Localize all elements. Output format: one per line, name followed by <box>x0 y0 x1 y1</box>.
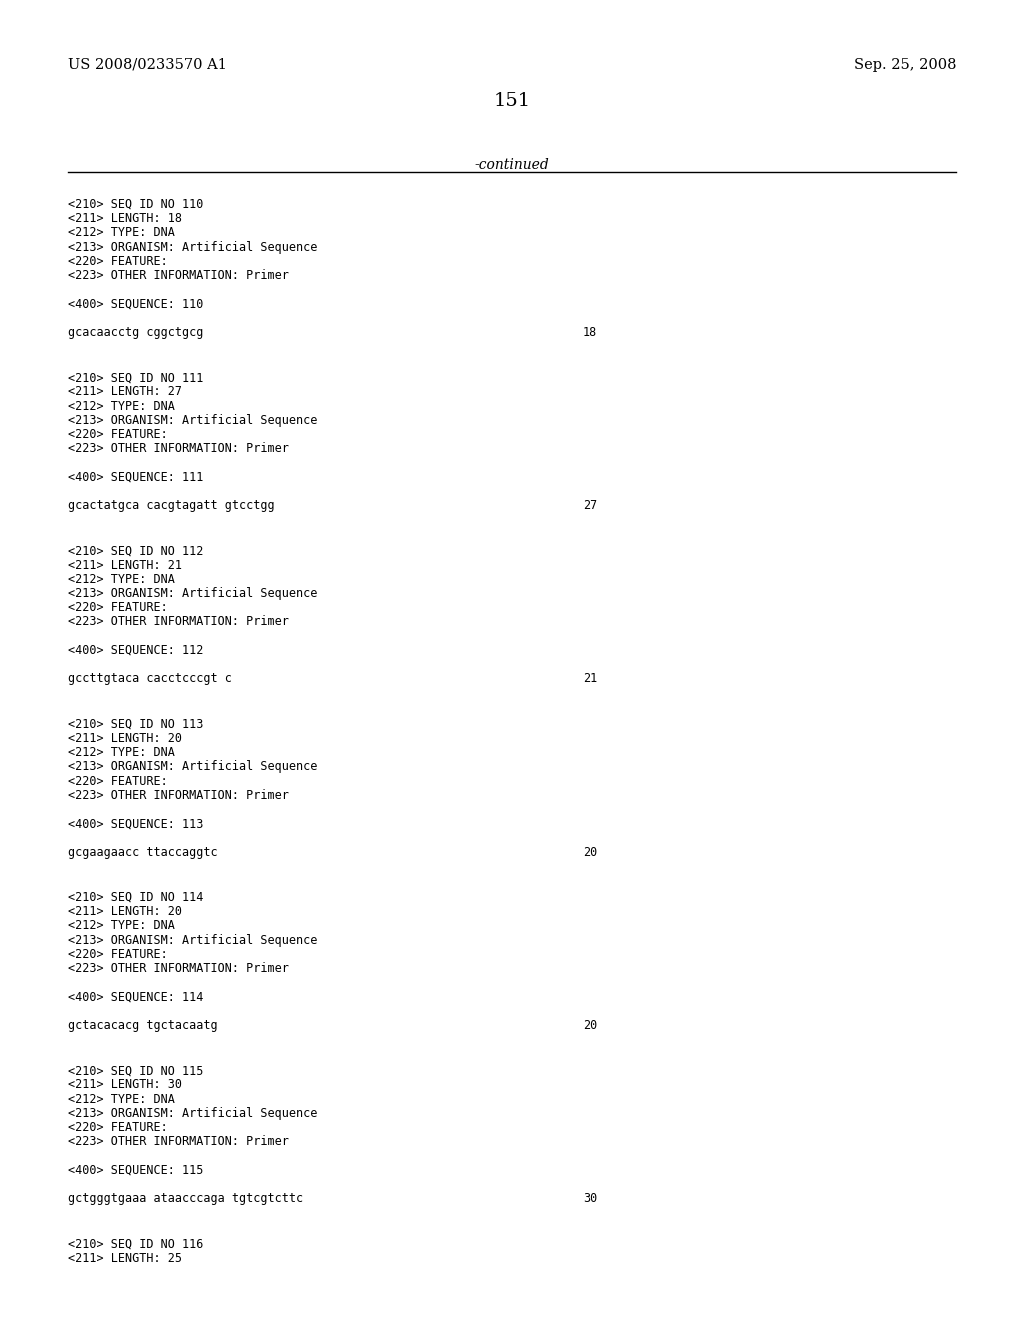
Text: <223> OTHER INFORMATION: Primer: <223> OTHER INFORMATION: Primer <box>68 1135 289 1148</box>
Text: <220> FEATURE:: <220> FEATURE: <box>68 1121 168 1134</box>
Text: <212> TYPE: DNA: <212> TYPE: DNA <box>68 227 175 239</box>
Text: <213> ORGANISM: Artificial Sequence: <213> ORGANISM: Artificial Sequence <box>68 760 317 774</box>
Text: <400> SEQUENCE: 110: <400> SEQUENCE: 110 <box>68 297 204 310</box>
Text: <400> SEQUENCE: 111: <400> SEQUENCE: 111 <box>68 471 204 483</box>
Text: <212> TYPE: DNA: <212> TYPE: DNA <box>68 746 175 759</box>
Text: 20: 20 <box>583 846 597 858</box>
Text: <211> LENGTH: 27: <211> LENGTH: 27 <box>68 385 182 399</box>
Text: <210> SEQ ID NO 110: <210> SEQ ID NO 110 <box>68 198 204 211</box>
Text: gcgaagaacc ttaccaggtc: gcgaagaacc ttaccaggtc <box>68 846 218 858</box>
Text: <223> OTHER INFORMATION: Primer: <223> OTHER INFORMATION: Primer <box>68 789 289 801</box>
Text: <220> FEATURE:: <220> FEATURE: <box>68 775 168 788</box>
Text: 21: 21 <box>583 672 597 685</box>
Text: <212> TYPE: DNA: <212> TYPE: DNA <box>68 400 175 413</box>
Text: gctgggtgaaa ataacccaga tgtcgtcttc: gctgggtgaaa ataacccaga tgtcgtcttc <box>68 1192 303 1205</box>
Text: <223> OTHER INFORMATION: Primer: <223> OTHER INFORMATION: Primer <box>68 442 289 455</box>
Text: <211> LENGTH: 21: <211> LENGTH: 21 <box>68 558 182 572</box>
Text: <211> LENGTH: 25: <211> LENGTH: 25 <box>68 1251 182 1265</box>
Text: <213> ORGANISM: Artificial Sequence: <213> ORGANISM: Artificial Sequence <box>68 933 317 946</box>
Text: <211> LENGTH: 18: <211> LENGTH: 18 <box>68 213 182 226</box>
Text: gctacacacg tgctacaatg: gctacacacg tgctacaatg <box>68 1019 218 1032</box>
Text: 20: 20 <box>583 1019 597 1032</box>
Text: <213> ORGANISM: Artificial Sequence: <213> ORGANISM: Artificial Sequence <box>68 240 317 253</box>
Text: <211> LENGTH: 20: <211> LENGTH: 20 <box>68 731 182 744</box>
Text: 18: 18 <box>583 326 597 339</box>
Text: <212> TYPE: DNA: <212> TYPE: DNA <box>68 919 175 932</box>
Text: <223> OTHER INFORMATION: Primer: <223> OTHER INFORMATION: Primer <box>68 962 289 975</box>
Text: <220> FEATURE:: <220> FEATURE: <box>68 948 168 961</box>
Text: <220> FEATURE:: <220> FEATURE: <box>68 428 168 441</box>
Text: <223> OTHER INFORMATION: Primer: <223> OTHER INFORMATION: Primer <box>68 269 289 282</box>
Text: <400> SEQUENCE: 113: <400> SEQUENCE: 113 <box>68 817 204 830</box>
Text: <400> SEQUENCE: 114: <400> SEQUENCE: 114 <box>68 990 204 1003</box>
Text: <213> ORGANISM: Artificial Sequence: <213> ORGANISM: Artificial Sequence <box>68 414 317 426</box>
Text: <213> ORGANISM: Artificial Sequence: <213> ORGANISM: Artificial Sequence <box>68 1106 317 1119</box>
Text: <212> TYPE: DNA: <212> TYPE: DNA <box>68 573 175 586</box>
Text: <210> SEQ ID NO 114: <210> SEQ ID NO 114 <box>68 891 204 904</box>
Text: <210> SEQ ID NO 111: <210> SEQ ID NO 111 <box>68 371 204 384</box>
Text: -continued: -continued <box>475 158 549 172</box>
Text: <220> FEATURE:: <220> FEATURE: <box>68 255 168 268</box>
Text: <223> OTHER INFORMATION: Primer: <223> OTHER INFORMATION: Primer <box>68 615 289 628</box>
Text: <212> TYPE: DNA: <212> TYPE: DNA <box>68 1093 175 1106</box>
Text: 30: 30 <box>583 1192 597 1205</box>
Text: US 2008/0233570 A1: US 2008/0233570 A1 <box>68 58 227 73</box>
Text: <400> SEQUENCE: 115: <400> SEQUENCE: 115 <box>68 1164 204 1176</box>
Text: <211> LENGTH: 30: <211> LENGTH: 30 <box>68 1078 182 1092</box>
Text: <400> SEQUENCE: 112: <400> SEQUENCE: 112 <box>68 644 204 657</box>
Text: <210> SEQ ID NO 113: <210> SEQ ID NO 113 <box>68 718 204 731</box>
Text: <220> FEATURE:: <220> FEATURE: <box>68 602 168 614</box>
Text: Sep. 25, 2008: Sep. 25, 2008 <box>853 58 956 73</box>
Text: <210> SEQ ID NO 112: <210> SEQ ID NO 112 <box>68 544 204 557</box>
Text: <210> SEQ ID NO 115: <210> SEQ ID NO 115 <box>68 1064 204 1077</box>
Text: gccttgtaca cacctcccgt c: gccttgtaca cacctcccgt c <box>68 672 231 685</box>
Text: 27: 27 <box>583 499 597 512</box>
Text: <210> SEQ ID NO 116: <210> SEQ ID NO 116 <box>68 1237 204 1250</box>
Text: <213> ORGANISM: Artificial Sequence: <213> ORGANISM: Artificial Sequence <box>68 587 317 601</box>
Text: 151: 151 <box>494 92 530 110</box>
Text: <211> LENGTH: 20: <211> LENGTH: 20 <box>68 906 182 919</box>
Text: gcactatgca cacgtagatt gtcctgg: gcactatgca cacgtagatt gtcctgg <box>68 499 274 512</box>
Text: gcacaacctg cggctgcg: gcacaacctg cggctgcg <box>68 326 204 339</box>
